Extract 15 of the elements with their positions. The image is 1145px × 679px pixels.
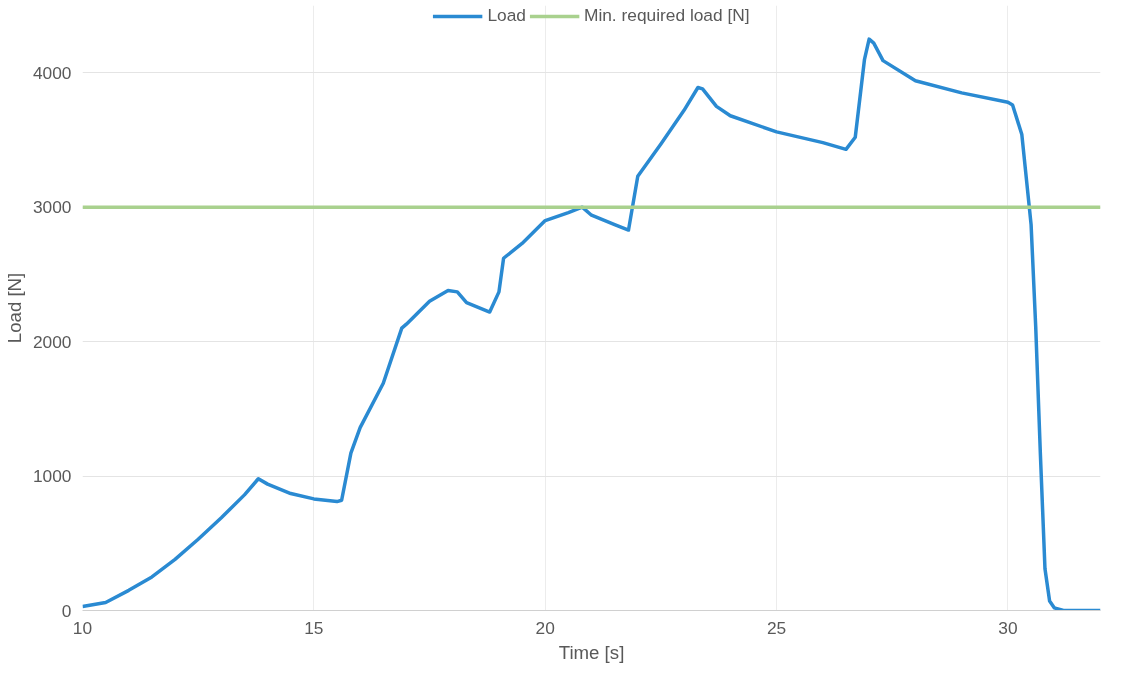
legend-label: Min. required load [N] [583, 5, 750, 26]
y-tick-label: 1000 [32, 466, 72, 487]
x-tick-label: 15 [304, 617, 324, 638]
y-tick-label: 3000 [32, 197, 72, 218]
y-tick-label: 2000 [32, 331, 72, 352]
legend-label: Load [487, 5, 526, 26]
x-tick-label: 30 [998, 617, 1018, 638]
y-tick-label: 0 [61, 600, 72, 621]
y-axis-title: Load [N] [3, 272, 25, 344]
line-series [82, 37, 1101, 611]
x-tick-label: 10 [72, 617, 93, 638]
x-tick-label: 20 [535, 617, 555, 638]
y-tick-label: 4000 [32, 62, 72, 83]
x-axis-title: Time [s] [558, 641, 625, 663]
x-tick-label: 25 [766, 617, 787, 638]
